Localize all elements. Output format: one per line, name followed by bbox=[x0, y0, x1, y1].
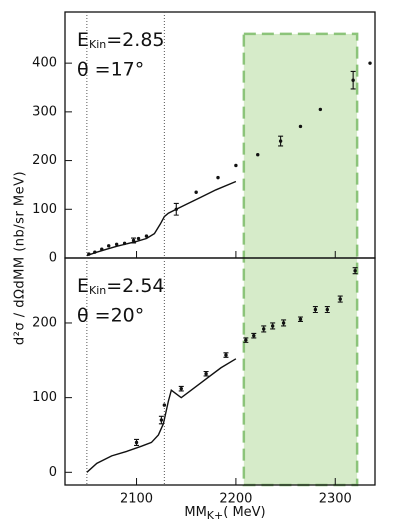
data-point bbox=[353, 268, 357, 273]
data-point bbox=[270, 324, 275, 328]
energy-label-part: =2.85 bbox=[106, 29, 164, 51]
energy-label-part: Kin bbox=[89, 284, 106, 297]
model-curve bbox=[86, 180, 237, 257]
x-axis-label-sub: K+ bbox=[207, 509, 223, 522]
data-point bbox=[159, 418, 164, 422]
energy-label-part: E bbox=[77, 29, 89, 51]
data-point bbox=[338, 297, 342, 301]
y-tick-label: 300 bbox=[32, 104, 57, 119]
model-curve bbox=[86, 358, 237, 473]
y-tick-label: 100 bbox=[32, 390, 57, 405]
x-tick-label: 2200 bbox=[219, 492, 252, 507]
data-point bbox=[252, 333, 256, 338]
x-tick-label: 2100 bbox=[120, 492, 153, 507]
data-point bbox=[162, 403, 167, 407]
data-point bbox=[136, 236, 141, 241]
data-point bbox=[134, 440, 139, 445]
data-point bbox=[224, 353, 228, 357]
x-axis-label: MMK+( MeV) bbox=[184, 505, 265, 523]
y-tick-label: 200 bbox=[32, 153, 57, 168]
data-point bbox=[256, 153, 260, 157]
energy-label-part: =2.54 bbox=[106, 275, 164, 297]
data-point bbox=[298, 317, 303, 321]
highlight-region bbox=[242, 32, 359, 487]
x-tick-label: 2300 bbox=[319, 492, 352, 507]
y-tick-label: 400 bbox=[32, 56, 57, 71]
energy-label-part: Kin bbox=[89, 38, 106, 51]
data-point bbox=[278, 139, 283, 143]
plot-frame bbox=[64, 257, 376, 486]
x-axis-label-unit: ( MeV) bbox=[223, 505, 265, 520]
energy-label-part: E bbox=[77, 275, 89, 297]
data-point bbox=[107, 244, 111, 248]
energy-label: EKin=2.54 bbox=[77, 275, 165, 298]
data-point bbox=[318, 107, 323, 112]
energy-label: EKin=2.85 bbox=[77, 29, 165, 52]
data-point bbox=[244, 338, 248, 342]
y-tick-label: 100 bbox=[32, 202, 57, 217]
y-tick-label: 200 bbox=[32, 315, 57, 330]
data-point bbox=[144, 234, 149, 238]
data-point bbox=[204, 372, 208, 376]
data-point bbox=[194, 190, 198, 194]
data-point bbox=[281, 321, 286, 325]
angle-label: θ =20° bbox=[77, 305, 144, 327]
data-point bbox=[325, 307, 330, 312]
data-point bbox=[262, 327, 266, 331]
data-point bbox=[234, 163, 238, 168]
data-point bbox=[298, 124, 303, 129]
angle-label: θ =17° bbox=[77, 59, 144, 81]
data-point bbox=[313, 307, 318, 312]
y-axis-label: d²σ / dΩdMM (nb/sr MeV) bbox=[13, 171, 28, 345]
data-point bbox=[216, 175, 220, 180]
data-point bbox=[368, 61, 372, 65]
data-point bbox=[179, 386, 183, 391]
x-axis-label-part: MM bbox=[184, 505, 206, 520]
data-point bbox=[114, 242, 119, 247]
y-tick-label: 0 bbox=[49, 251, 57, 266]
y-tick-label: 0 bbox=[49, 465, 57, 480]
data-point bbox=[351, 78, 355, 82]
